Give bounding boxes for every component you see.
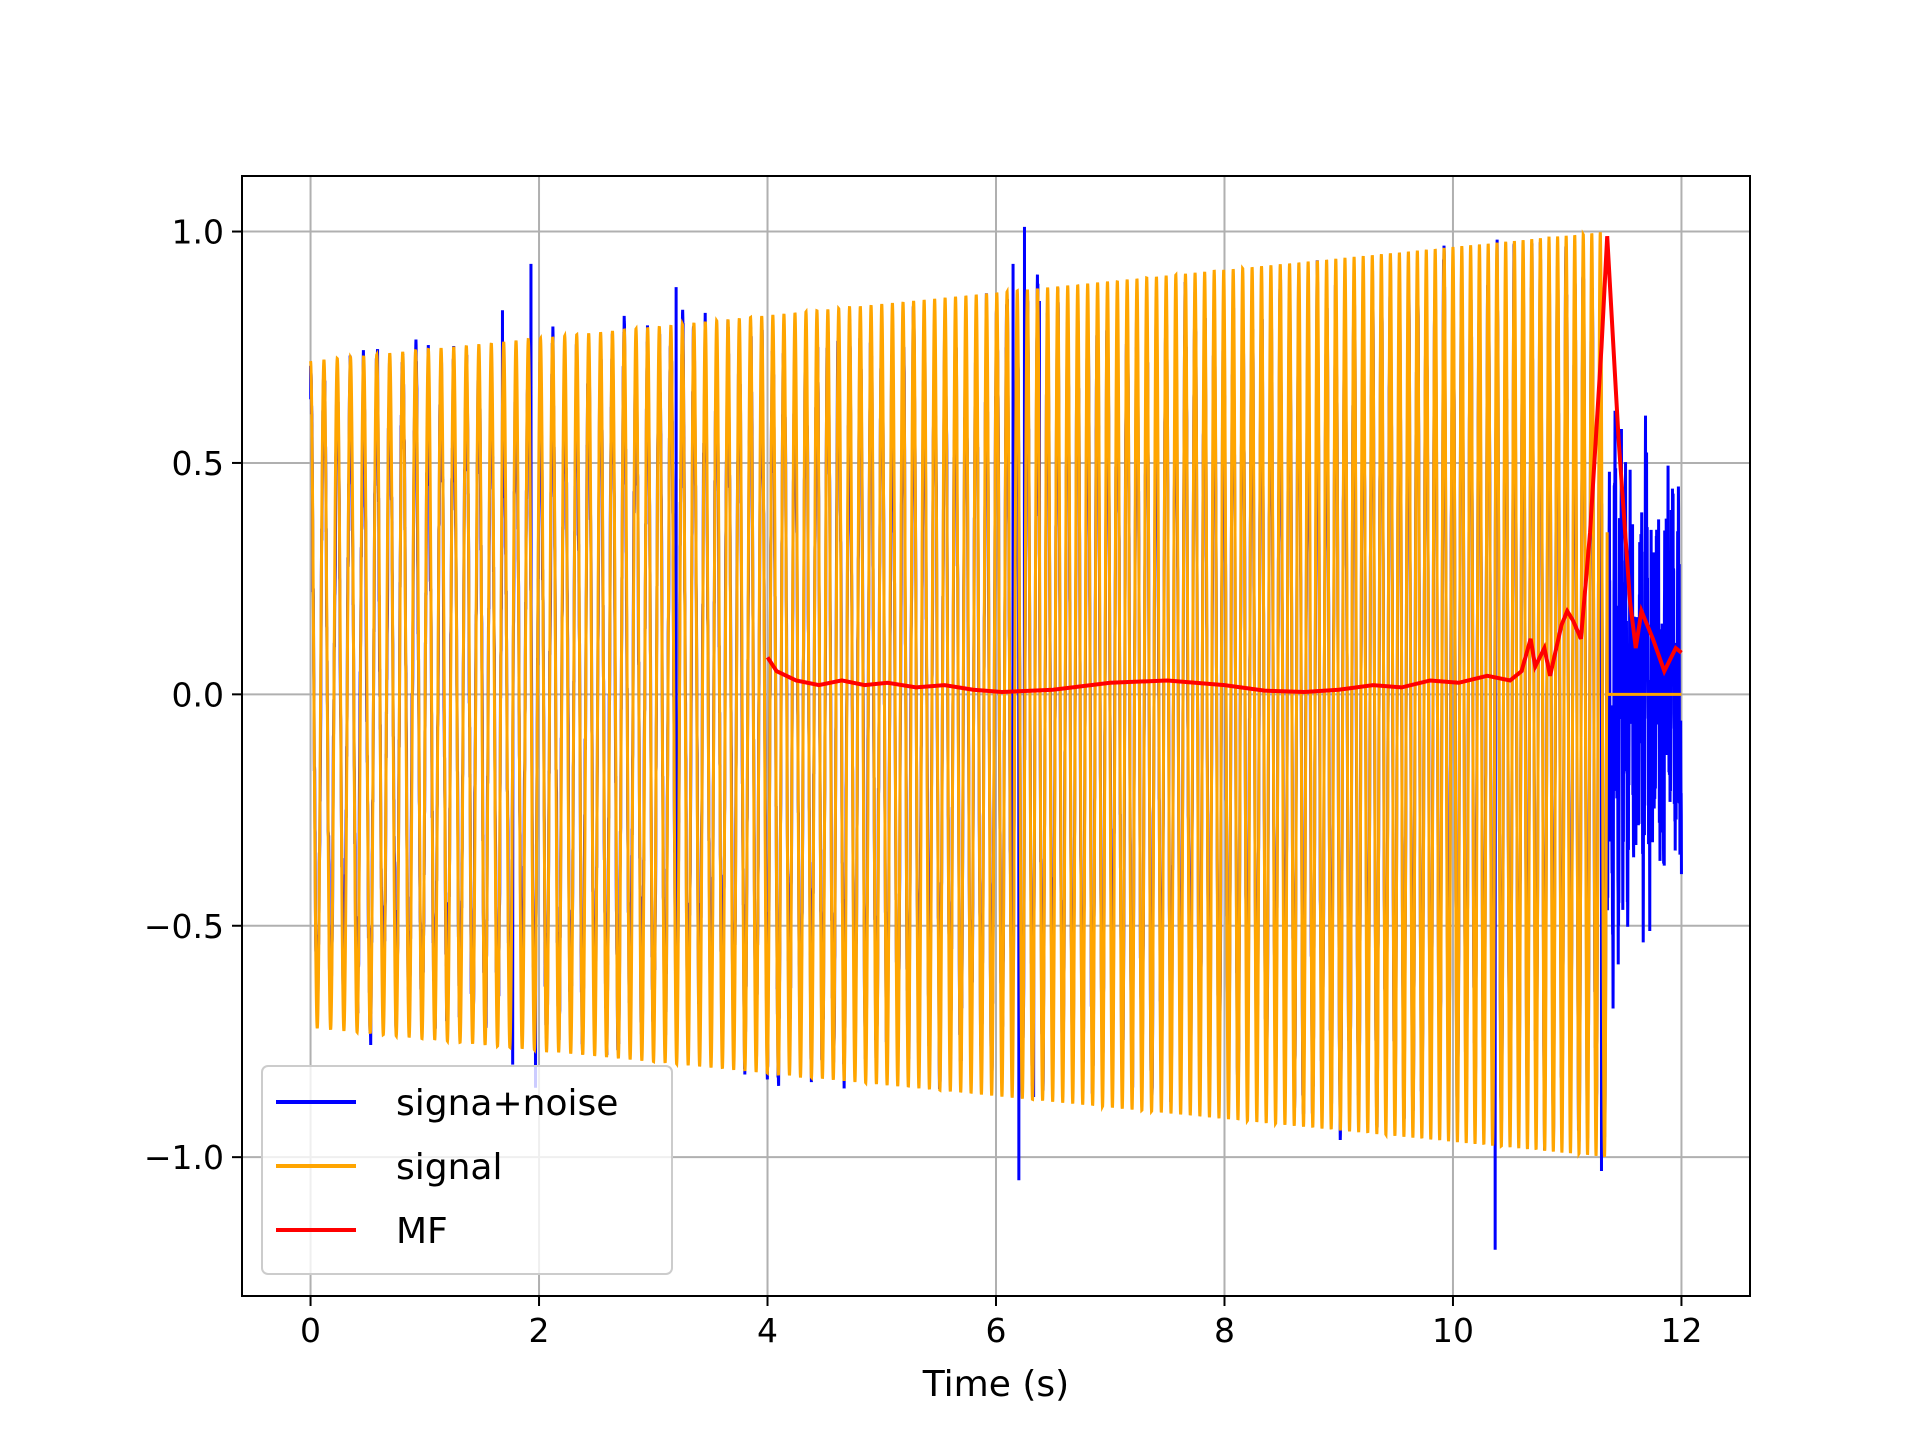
y-tick-label: −1.0	[144, 1138, 224, 1177]
y-tick-label: 0.0	[172, 675, 224, 714]
y-tick-label: 1.0	[172, 213, 224, 252]
y-tick-label: 0.5	[172, 444, 224, 483]
y-tick-label: −0.5	[144, 907, 224, 946]
x-tick-label: 4	[757, 1311, 778, 1350]
x-axis-label: Time (s)	[922, 1364, 1069, 1405]
legend: signa+noise signal MF	[261, 1065, 673, 1275]
x-tick-label: 8	[1214, 1311, 1235, 1350]
legend-box	[261, 1065, 673, 1275]
legend-label: MF	[396, 1211, 448, 1252]
x-tick-label: 0	[300, 1311, 321, 1350]
x-tick-label: 2	[529, 1311, 550, 1350]
series-line-signal	[309, 229, 1682, 1159]
x-tick-label: 10	[1432, 1311, 1474, 1350]
series-layer	[309, 226, 1683, 1250]
series-line-mf	[765, 236, 1683, 695]
legend-label: signa+noise	[396, 1083, 618, 1124]
legend-label: signal	[396, 1147, 503, 1188]
axis-ticks: 0 2 4 6 8 10 12 −1.0 −0.5 0.0 0.5 1.0	[144, 213, 1703, 1350]
x-tick-label: 6	[986, 1311, 1007, 1350]
x-tick-label: 12	[1660, 1311, 1702, 1350]
